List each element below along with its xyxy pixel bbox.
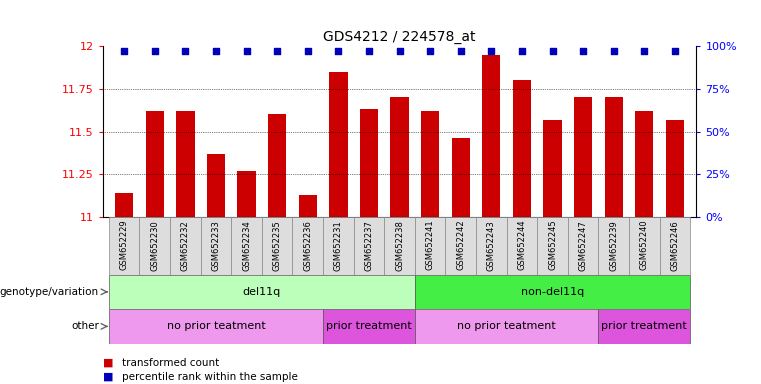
Text: GSM652232: GSM652232 <box>181 220 189 271</box>
Point <box>118 48 130 54</box>
FancyBboxPatch shape <box>323 217 354 275</box>
Bar <box>421 111 439 217</box>
Text: genotype/variation: genotype/variation <box>0 287 99 297</box>
FancyBboxPatch shape <box>109 217 139 275</box>
Text: GSM652234: GSM652234 <box>242 220 251 271</box>
Point <box>424 48 436 54</box>
Bar <box>635 111 654 217</box>
Text: GSM652233: GSM652233 <box>212 220 221 271</box>
Text: GSM652244: GSM652244 <box>517 220 527 270</box>
FancyBboxPatch shape <box>660 217 690 275</box>
Point <box>516 48 528 54</box>
Text: GSM652246: GSM652246 <box>670 220 680 271</box>
Text: non-del11q: non-del11q <box>521 287 584 297</box>
Point <box>577 48 589 54</box>
Text: GSM652241: GSM652241 <box>425 220 435 270</box>
Text: GSM652242: GSM652242 <box>456 220 465 270</box>
FancyBboxPatch shape <box>507 217 537 275</box>
FancyBboxPatch shape <box>384 217 415 275</box>
FancyBboxPatch shape <box>415 275 690 309</box>
Bar <box>207 154 225 217</box>
Text: GSM652236: GSM652236 <box>303 220 312 271</box>
Bar <box>330 72 348 217</box>
Text: transformed count: transformed count <box>122 358 219 368</box>
Bar <box>298 195 317 217</box>
Bar <box>451 138 470 217</box>
Text: del11q: del11q <box>243 287 281 297</box>
Text: GSM652247: GSM652247 <box>578 220 587 271</box>
Point <box>638 48 651 54</box>
Point <box>210 48 222 54</box>
Text: GSM652240: GSM652240 <box>640 220 649 270</box>
FancyBboxPatch shape <box>109 309 323 344</box>
Bar <box>237 171 256 217</box>
Point <box>333 48 345 54</box>
FancyBboxPatch shape <box>109 275 415 309</box>
Point <box>240 48 253 54</box>
Text: prior treatment: prior treatment <box>601 321 687 331</box>
Point <box>301 48 314 54</box>
Bar <box>360 109 378 217</box>
Point <box>180 48 192 54</box>
Text: GSM652231: GSM652231 <box>334 220 343 271</box>
Point <box>607 48 619 54</box>
Point <box>393 48 406 54</box>
FancyBboxPatch shape <box>445 217 476 275</box>
FancyBboxPatch shape <box>262 217 292 275</box>
FancyBboxPatch shape <box>629 217 660 275</box>
Bar <box>268 114 286 217</box>
FancyBboxPatch shape <box>292 217 323 275</box>
Text: GSM652229: GSM652229 <box>119 220 129 270</box>
Text: prior treatment: prior treatment <box>326 321 412 331</box>
Bar <box>574 98 592 217</box>
Text: ■: ■ <box>103 372 113 382</box>
Text: no prior teatment: no prior teatment <box>457 321 556 331</box>
Text: ■: ■ <box>103 358 113 368</box>
FancyBboxPatch shape <box>598 309 690 344</box>
Point <box>669 48 681 54</box>
FancyBboxPatch shape <box>231 217 262 275</box>
Text: GSM652238: GSM652238 <box>395 220 404 271</box>
Bar <box>543 119 562 217</box>
Bar <box>604 98 623 217</box>
Text: other: other <box>71 321 99 331</box>
Title: GDS4212 / 224578_at: GDS4212 / 224578_at <box>323 30 476 44</box>
Point <box>546 48 559 54</box>
Bar <box>176 111 195 217</box>
Bar <box>482 55 501 217</box>
Text: GSM652245: GSM652245 <box>548 220 557 270</box>
Bar <box>115 193 133 217</box>
FancyBboxPatch shape <box>537 217 568 275</box>
FancyBboxPatch shape <box>201 217 231 275</box>
FancyBboxPatch shape <box>415 217 445 275</box>
Bar <box>513 80 531 217</box>
FancyBboxPatch shape <box>476 217 507 275</box>
Text: percentile rank within the sample: percentile rank within the sample <box>122 372 298 382</box>
FancyBboxPatch shape <box>568 217 598 275</box>
Bar <box>390 98 409 217</box>
Bar <box>666 119 684 217</box>
Point <box>271 48 283 54</box>
FancyBboxPatch shape <box>415 309 598 344</box>
FancyBboxPatch shape <box>354 217 384 275</box>
FancyBboxPatch shape <box>170 217 201 275</box>
Text: GSM652237: GSM652237 <box>365 220 374 271</box>
FancyBboxPatch shape <box>598 217 629 275</box>
Text: no prior teatment: no prior teatment <box>167 321 266 331</box>
Text: GSM652243: GSM652243 <box>487 220 496 271</box>
Point <box>363 48 375 54</box>
FancyBboxPatch shape <box>139 217 170 275</box>
Text: GSM652230: GSM652230 <box>150 220 159 271</box>
Point <box>148 48 161 54</box>
FancyBboxPatch shape <box>323 309 415 344</box>
Text: GSM652239: GSM652239 <box>610 220 618 271</box>
Point <box>486 48 498 54</box>
Bar <box>145 111 164 217</box>
Text: GSM652235: GSM652235 <box>272 220 282 271</box>
Point <box>454 48 466 54</box>
